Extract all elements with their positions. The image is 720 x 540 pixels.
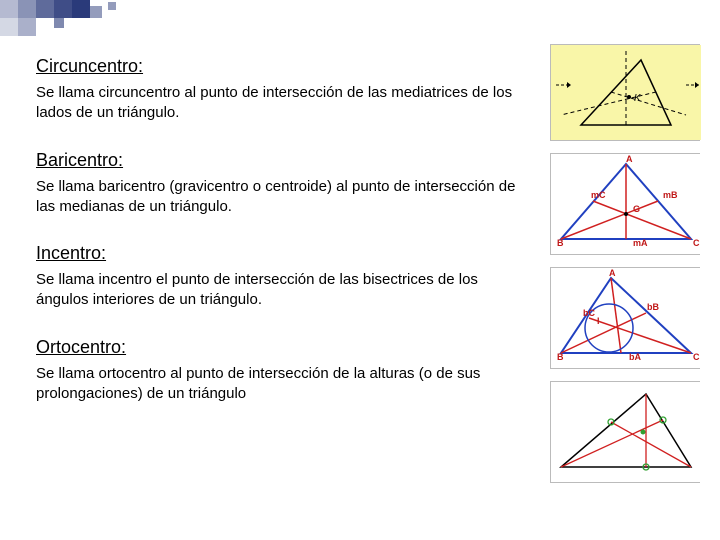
svg-text:bC: bC xyxy=(583,308,595,318)
svg-text:C: C xyxy=(693,238,700,248)
figure-incentro: A B CbB bC bA I xyxy=(550,267,700,369)
section-baricentro: Baricentro: Se llama baricentro (gravice… xyxy=(36,150,516,218)
svg-text:mC: mC xyxy=(591,190,606,200)
svg-text:G: G xyxy=(633,204,640,214)
title-ortocentro: Ortocentro: xyxy=(36,337,516,358)
section-incentro: Incentro: Se llama incentro el punto de … xyxy=(36,243,516,311)
body-incentro: Se llama incentro el punto de intersecci… xyxy=(36,270,516,311)
body-baricentro: Se llama baricentro (gravicentro o centr… xyxy=(36,177,516,218)
section-ortocentro: Ortocentro: Se llama ortocentro al punto… xyxy=(36,337,516,405)
figure-baricentro: A B CmC mB mA G xyxy=(550,153,700,255)
figure-ortocentro xyxy=(550,381,700,483)
body-ortocentro: Se llama ortocentro al punto de intersec… xyxy=(36,364,516,405)
figure-column: K A B CmC mB mA G A B CbB bC bA I xyxy=(550,44,710,495)
section-circuncentro: Circuncentro: Se llama circuncentro al p… xyxy=(36,56,516,124)
svg-text:A: A xyxy=(626,154,633,164)
title-incentro: Incentro: xyxy=(36,243,516,264)
title-baricentro: Baricentro: xyxy=(36,150,516,171)
svg-text:I: I xyxy=(597,316,600,326)
svg-text:A: A xyxy=(609,268,616,278)
content-column: Circuncentro: Se llama circuncentro al p… xyxy=(36,56,516,430)
svg-text:bA: bA xyxy=(629,352,641,362)
svg-text:mA: mA xyxy=(633,238,648,248)
title-circuncentro: Circuncentro: xyxy=(36,56,516,77)
svg-text:mB: mB xyxy=(663,190,678,200)
svg-text:B: B xyxy=(557,352,564,362)
svg-text:bB: bB xyxy=(647,302,659,312)
figure-circuncentro: K xyxy=(550,44,700,141)
svg-text:C: C xyxy=(693,352,700,362)
svg-text:B: B xyxy=(557,238,564,248)
body-circuncentro: Se llama circuncentro al punto de inters… xyxy=(36,83,516,124)
header-decoration xyxy=(0,0,180,40)
